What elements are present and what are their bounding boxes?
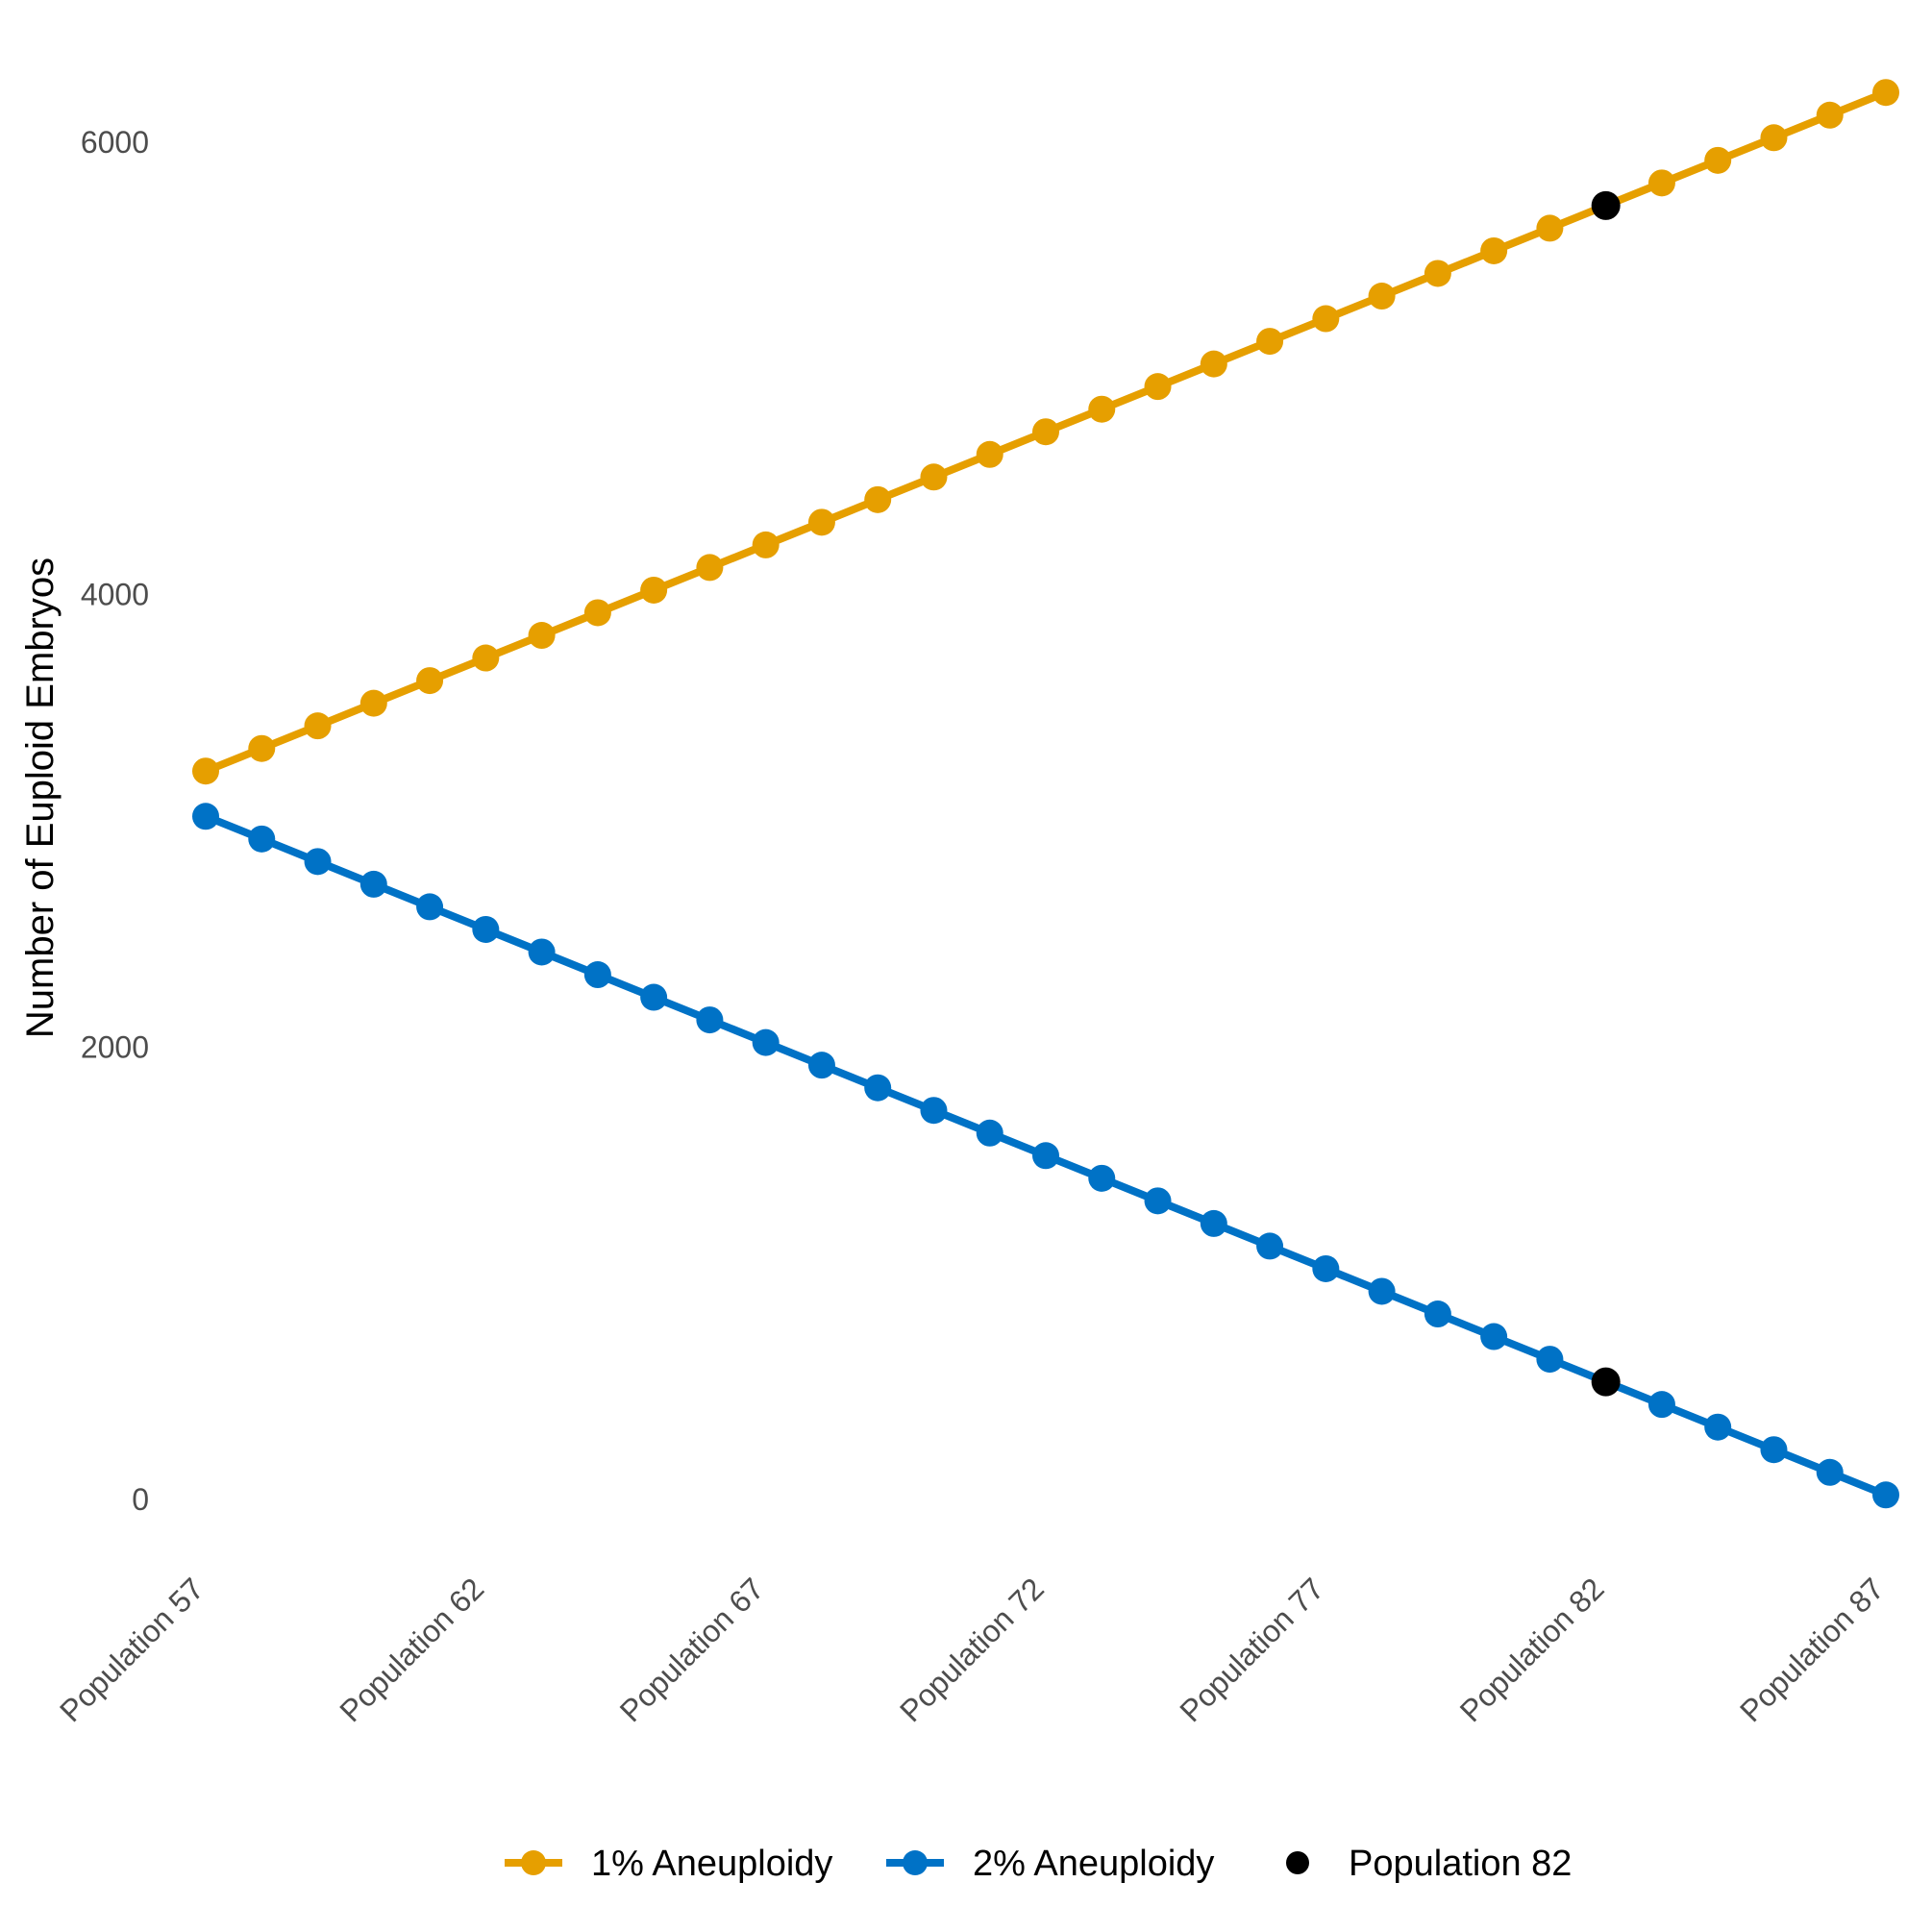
- x-tick-label: Population 62: [333, 1571, 490, 1728]
- data-point: [583, 961, 611, 989]
- x-axis-ticks: Population 57 Population 62 Population 67 P…: [53, 1571, 1891, 1728]
- data-point: [1144, 373, 1172, 401]
- data-point: [920, 1097, 948, 1125]
- y-tick-label: 0: [132, 1482, 149, 1517]
- data-point: [1144, 1187, 1172, 1215]
- data-point: [1088, 395, 1116, 423]
- data-point: [248, 825, 276, 853]
- y-axis-ticks: 0 2000 4000 6000: [81, 125, 149, 1517]
- data-point: [1256, 328, 1284, 356]
- data-point: [976, 440, 1003, 468]
- data-point: [248, 734, 276, 762]
- data-point: [640, 576, 668, 604]
- data-point: [1200, 1209, 1227, 1237]
- data-point: [416, 667, 444, 695]
- data-point: [807, 508, 835, 536]
- highlight-point: [1591, 1367, 1621, 1397]
- data-point: [192, 757, 219, 785]
- y-tick-label: 6000: [81, 125, 149, 160]
- data-point: [1032, 1142, 1059, 1170]
- x-tick-label: Population 82: [1453, 1571, 1611, 1728]
- data-point: [359, 689, 387, 717]
- y-tick-label: 2000: [81, 1029, 149, 1064]
- legend-label: 1% Aneuploidy: [591, 1844, 832, 1884]
- data-point: [1368, 283, 1396, 310]
- legend: 1% Aneuploidy 2% Aneuploidy Population 82: [505, 1844, 1572, 1884]
- x-tick-label: Population 57: [53, 1571, 211, 1728]
- data-point: [1088, 1164, 1116, 1192]
- data-point: [1647, 1391, 1675, 1419]
- data-point: [1536, 1346, 1564, 1374]
- data-point: [1368, 1277, 1396, 1305]
- data-point: [1424, 260, 1451, 287]
- data-point: [528, 622, 556, 650]
- data-point: [1200, 350, 1227, 378]
- data-point: [1312, 1254, 1340, 1282]
- data-point: [528, 938, 556, 966]
- data-point: [1480, 1323, 1508, 1350]
- data-point: [472, 915, 500, 943]
- y-tick-label: 4000: [81, 578, 149, 612]
- data-point: [1647, 169, 1675, 197]
- data-point: [976, 1119, 1003, 1147]
- highlight-point: [1591, 190, 1621, 220]
- data-point: [864, 1074, 892, 1102]
- data-point: [1424, 1300, 1451, 1328]
- data-point: [472, 644, 500, 672]
- data-point: [1704, 146, 1732, 174]
- x-tick-label: Population 72: [893, 1571, 1051, 1728]
- data-point: [583, 599, 611, 627]
- data-point: [304, 712, 332, 740]
- data-point: [359, 870, 387, 898]
- highlight-layer: [1591, 190, 1621, 1397]
- data-point: [1816, 1458, 1844, 1486]
- data-point: [1760, 124, 1788, 152]
- data-point: [1816, 101, 1844, 129]
- data-point: [1536, 214, 1564, 242]
- x-tick-label: Population 67: [613, 1571, 771, 1728]
- data-point: [696, 1006, 724, 1034]
- series-layer: [192, 79, 1899, 1509]
- legend-point-swatch: [903, 1850, 928, 1875]
- data-point: [696, 554, 724, 582]
- data-point: [1704, 1413, 1732, 1441]
- y-axis-title: Number of Euploid Embryos: [19, 557, 62, 1038]
- data-point: [192, 803, 219, 830]
- x-tick-label: Population 77: [1173, 1571, 1330, 1728]
- x-tick-label: Population 87: [1733, 1571, 1891, 1728]
- data-point: [416, 893, 444, 921]
- data-point: [752, 531, 780, 558]
- data-point: [807, 1052, 835, 1079]
- data-point: [1256, 1232, 1284, 1260]
- data-point: [1480, 236, 1508, 264]
- data-point: [1872, 1481, 1899, 1509]
- data-point: [920, 463, 948, 491]
- legend-point-swatch: [1286, 1851, 1309, 1874]
- data-point: [1872, 79, 1899, 107]
- data-point: [304, 848, 332, 876]
- legend-label: Population 82: [1349, 1844, 1572, 1884]
- data-point: [640, 983, 668, 1011]
- legend-point-swatch: [521, 1850, 546, 1875]
- data-point: [752, 1028, 780, 1056]
- data-point: [1312, 305, 1340, 333]
- legend-label: 2% Aneuploidy: [973, 1844, 1214, 1884]
- data-point: [1032, 418, 1059, 446]
- data-point: [1760, 1436, 1788, 1464]
- data-point: [864, 485, 892, 513]
